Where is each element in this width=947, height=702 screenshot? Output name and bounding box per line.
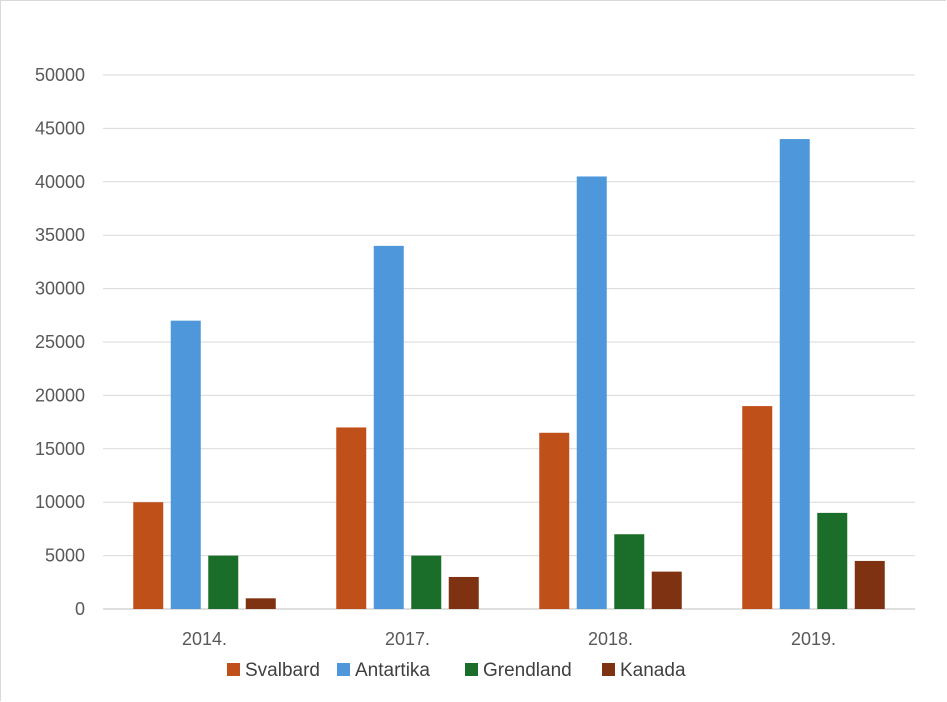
y-tick-label: 40000	[35, 172, 85, 192]
y-tick-label: 0	[75, 599, 85, 619]
x-axis-tick-labels: 2014. 2017. 2018. 2019.	[182, 629, 836, 649]
legend: Svalbard Antartika Grendland Kanada	[227, 660, 686, 681]
bar-kanada-2014	[245, 598, 276, 609]
legend-swatch-kanada	[602, 663, 615, 676]
x-tick-label: 2018.	[588, 629, 633, 649]
legend-swatch-grendland	[465, 663, 478, 676]
bar-kanada-2018	[651, 571, 682, 609]
bar-kanada-2019	[854, 560, 885, 609]
legend-label-kanada: Kanada	[620, 660, 686, 681]
gridlines	[103, 74, 915, 610]
bar-antartika-2018	[576, 176, 607, 609]
legend-label-grendland: Grendland	[483, 660, 572, 681]
x-tick-label: 2019.	[791, 629, 836, 649]
x-tick-label: 2017.	[385, 629, 430, 649]
bar-antartika-2017	[373, 245, 404, 609]
y-tick-label: 30000	[35, 279, 85, 299]
bar-grendland-2014	[208, 555, 239, 609]
y-axis-tick-labels: 0 5000 10000 15000 20000 25000 30000 35000 40000…	[35, 65, 85, 619]
bar-svalbard-2017	[336, 427, 367, 609]
y-tick-label: 10000	[35, 492, 85, 512]
legend-swatch-svalbard	[227, 663, 240, 676]
bar-svalbard-2019	[742, 406, 773, 609]
bar-svalbard-2014	[133, 502, 164, 609]
bar-grendland-2018	[614, 534, 645, 609]
y-tick-label: 35000	[35, 225, 85, 245]
y-tick-label: 5000	[45, 546, 85, 566]
y-tick-label: 45000	[35, 118, 85, 138]
y-tick-label: 15000	[35, 439, 85, 459]
legend-label-antartika: Antartika	[355, 660, 430, 681]
legend-swatch-antartika	[337, 663, 350, 676]
bar-grendland-2017	[411, 555, 442, 609]
x-tick-label: 2014.	[182, 629, 227, 649]
bars	[133, 139, 885, 609]
y-tick-label: 20000	[35, 385, 85, 405]
bar-antartika-2014	[170, 320, 201, 609]
y-tick-label: 50000	[35, 65, 85, 85]
bar-svalbard-2018	[539, 432, 570, 609]
bar-grendland-2019	[817, 512, 848, 609]
bar-antartika-2019	[779, 139, 810, 609]
y-tick-label: 25000	[35, 332, 85, 352]
legend-label-svalbard: Svalbard	[245, 660, 320, 681]
bar-kanada-2017	[448, 576, 479, 609]
